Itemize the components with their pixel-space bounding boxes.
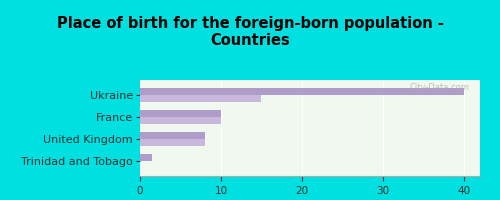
Bar [140,88,464,95]
Bar [140,139,205,146]
Text: City-Data.com: City-Data.com [410,83,470,92]
Bar [140,117,221,124]
Bar [140,95,262,102]
Bar [140,154,152,161]
Bar [140,132,205,139]
Bar [140,110,221,117]
Text: Place of birth for the foreign-born population -
Countries: Place of birth for the foreign-born popu… [56,16,444,48]
